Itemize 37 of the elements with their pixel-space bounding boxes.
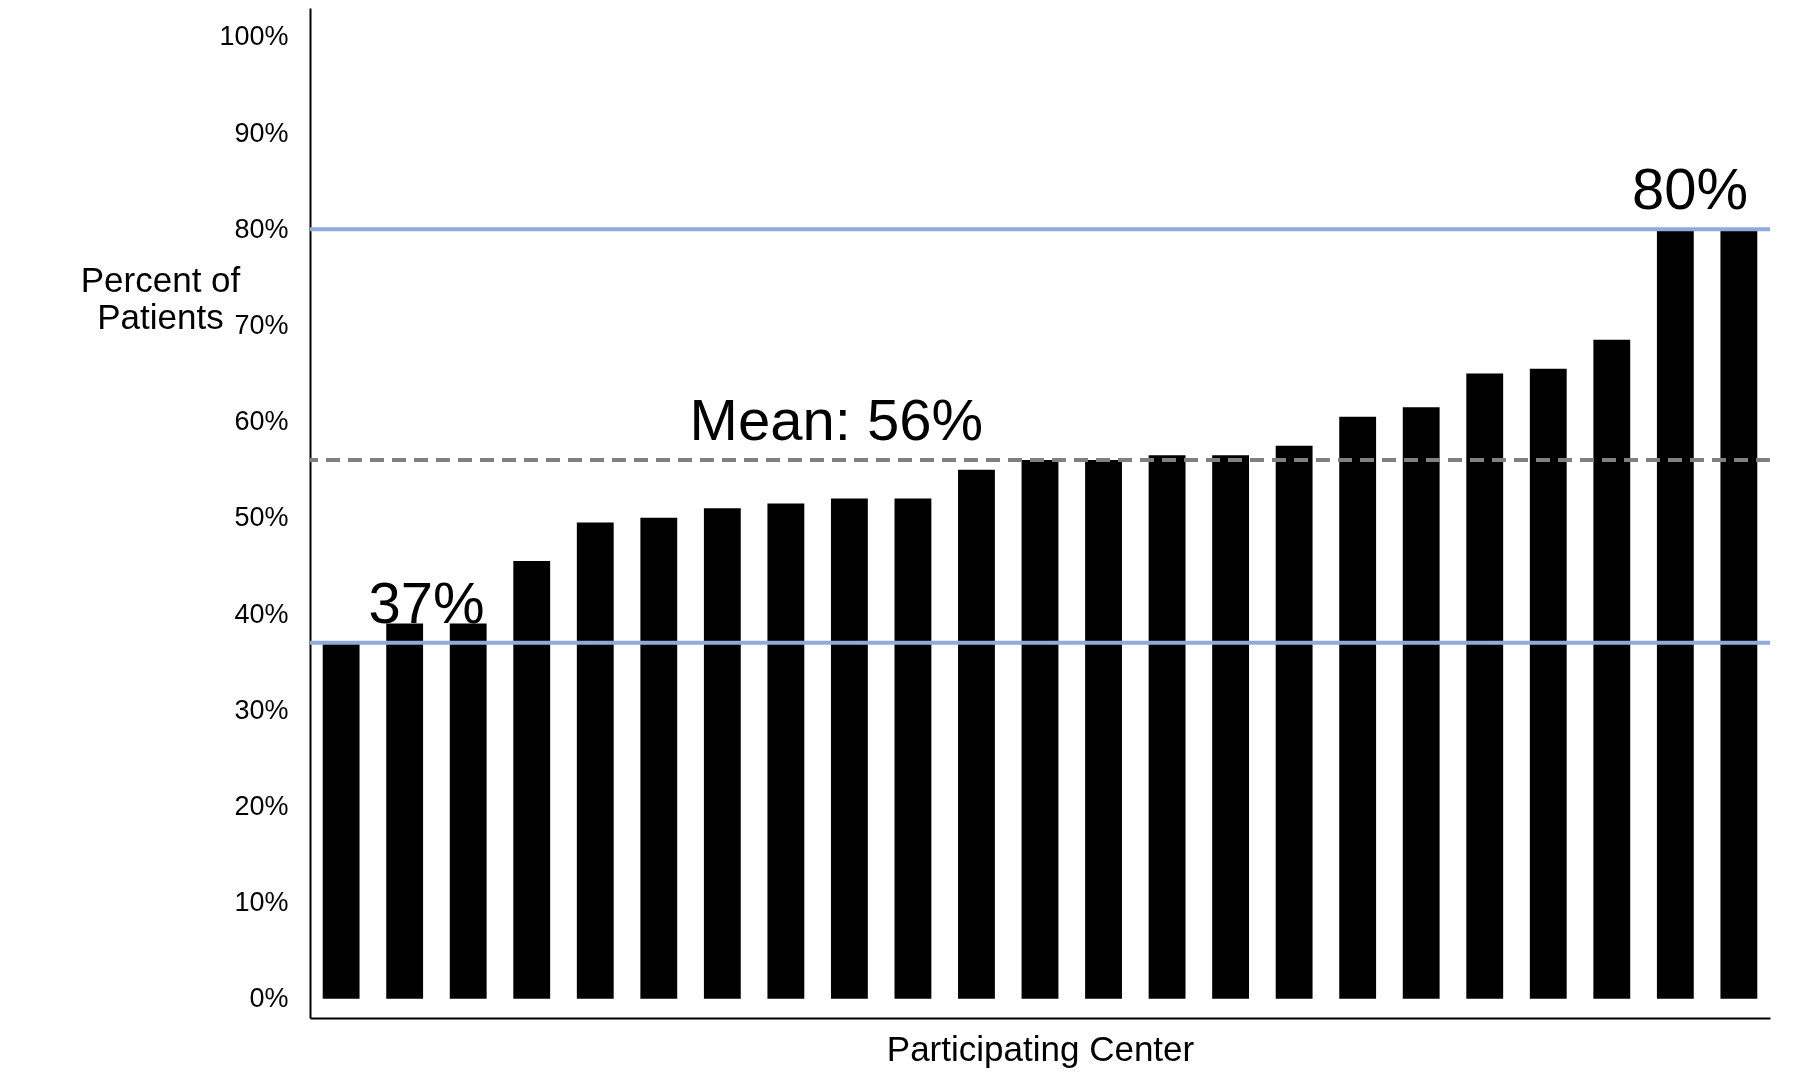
bar	[1021, 460, 1059, 999]
bar	[1720, 229, 1758, 999]
y-tick-label: 30%	[234, 694, 289, 725]
y-tick-label: 40%	[234, 598, 289, 629]
bar	[1402, 407, 1440, 999]
y-tick-label: 90%	[234, 117, 289, 148]
bar	[1656, 229, 1694, 999]
bar	[322, 642, 360, 999]
bar	[1339, 416, 1377, 999]
y-tick-label: 10%	[234, 887, 289, 918]
x-axis-title: Participating Center	[886, 1028, 1195, 1068]
y-tick-label: 20%	[234, 790, 289, 821]
bar	[640, 517, 678, 999]
bar	[513, 561, 551, 999]
bar	[386, 623, 424, 999]
bar	[1529, 368, 1567, 999]
y-tick-label: 60%	[234, 406, 289, 437]
bar	[1593, 339, 1631, 999]
bar	[1148, 455, 1186, 999]
bar	[703, 508, 741, 999]
ref-line-label: Mean: 56%	[689, 387, 984, 453]
ref-line-label: 80%	[1632, 156, 1749, 222]
bar	[894, 498, 932, 999]
y-tick-label: 100%	[219, 21, 289, 52]
y-tick-label: 0%	[249, 983, 289, 1014]
bar	[1466, 373, 1504, 999]
bar	[830, 498, 868, 999]
bar	[1275, 445, 1313, 999]
bar	[1085, 460, 1122, 999]
bar	[958, 469, 995, 999]
y-tick-label: 80%	[234, 213, 289, 244]
ref-line-label: 37%	[368, 569, 485, 635]
bar	[767, 503, 805, 999]
y-tick-label: 50%	[234, 502, 289, 533]
bar	[576, 522, 614, 999]
bar	[449, 623, 487, 999]
bar	[1212, 455, 1250, 999]
